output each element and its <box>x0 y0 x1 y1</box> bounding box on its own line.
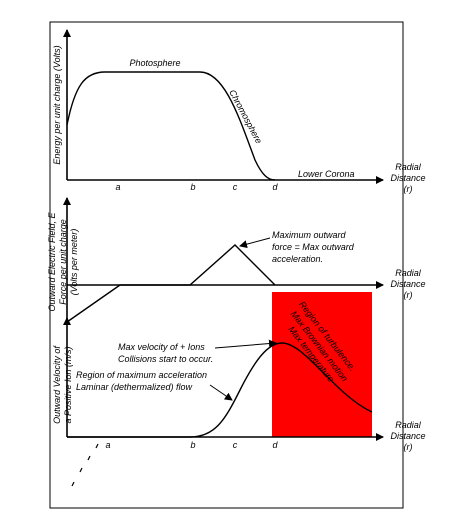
tick-label: a <box>115 182 120 192</box>
x-axis-label: Radial <box>395 420 422 430</box>
x-axis-label: (r) <box>404 442 413 452</box>
curve <box>66 244 276 323</box>
annotation: Max velocity of + Ions <box>118 342 205 352</box>
tick-label: b <box>190 440 195 450</box>
arrow <box>209 384 233 401</box>
x-axis-label: Distance <box>390 173 425 183</box>
annotation: acceleration. <box>272 254 323 264</box>
annotation: Region of maximum acceleration <box>76 370 207 380</box>
x-axis-label: Distance <box>390 431 425 441</box>
y-axis-label: Outward Velocity of <box>52 345 62 424</box>
y-axis-label: (Volts per meter) <box>69 229 79 296</box>
x-axis-label: Radial <box>395 162 422 172</box>
annotation: Maximum outward <box>272 230 347 240</box>
panel-field: Outward Electric Field, E Force per unit… <box>47 197 426 325</box>
dashed-trace <box>71 443 99 487</box>
arrow <box>239 237 271 249</box>
y-axis-label: Force per unit charge <box>58 219 68 305</box>
turbulence-region <box>272 292 372 437</box>
curve <box>66 71 276 181</box>
x-axis-label: Radial <box>395 268 422 278</box>
x-axis-label: (r) <box>404 184 413 194</box>
y-axis-label: a Positive Ion (m/s) <box>63 346 73 423</box>
tick-label: d <box>272 440 278 450</box>
annotation: force = Max outward <box>272 242 355 252</box>
tick-label: a <box>105 440 110 450</box>
tick-label: c <box>233 440 238 450</box>
tick-label: d <box>272 182 278 192</box>
frame <box>49 21 404 509</box>
y-axis-label: Outward Electric Field, E <box>47 211 57 311</box>
annotation: Lower Corona <box>298 169 355 179</box>
annotation: Collisions start to occur. <box>118 354 213 364</box>
curve <box>67 342 373 438</box>
arrow <box>214 339 277 349</box>
y-axis-label: Energy per unit charge (Volts) <box>52 45 62 164</box>
annotation: Photosphere <box>129 58 180 68</box>
x-axis-label: Distance <box>390 279 425 289</box>
panel-energy: Energy per unit charge (Volts) Photosphe… <box>52 29 426 194</box>
annotation: Laminar (dethermalized) flow <box>76 382 193 392</box>
x-axis-label: (r) <box>404 290 413 300</box>
tick-label: b <box>190 182 195 192</box>
tick-label: c <box>233 182 238 192</box>
